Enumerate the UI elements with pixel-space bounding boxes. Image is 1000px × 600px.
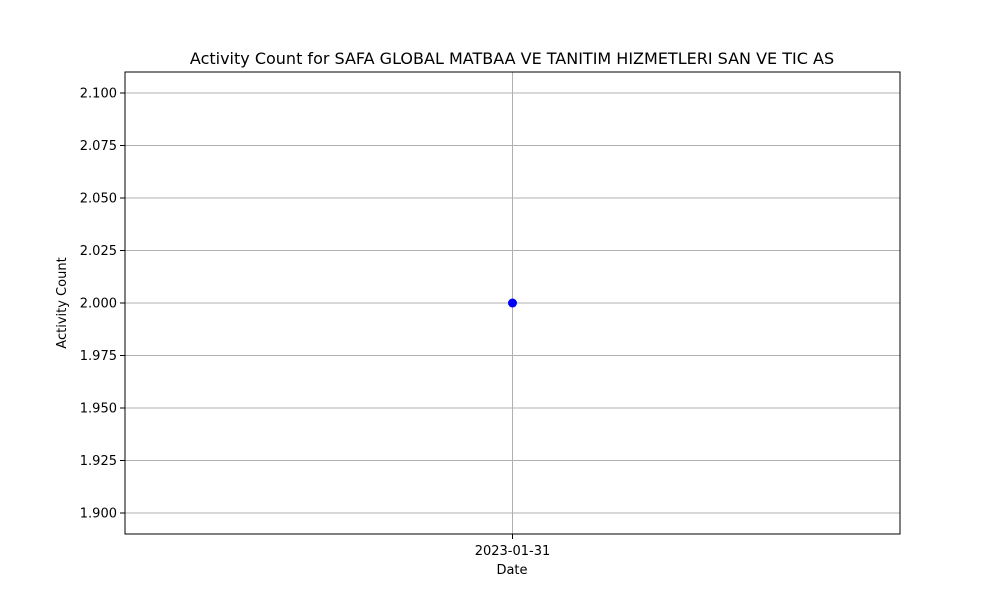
x-tick-label: 2023-01-31 bbox=[475, 544, 551, 559]
data-series bbox=[508, 298, 517, 308]
chart-title: Activity Count for SAFA GLOBAL MATBAA VE… bbox=[190, 49, 834, 68]
y-tick-label: 1.950 bbox=[80, 402, 117, 417]
y-tick-label: 2.075 bbox=[80, 139, 117, 154]
y-tick-label: 2.025 bbox=[80, 244, 117, 259]
x-axis-label: Date bbox=[496, 563, 527, 578]
y-tick-label: 1.925 bbox=[80, 454, 117, 469]
y-tick-label: 2.100 bbox=[80, 87, 117, 102]
data-point bbox=[508, 298, 517, 308]
x-axis-ticks: 2023-01-31 bbox=[475, 534, 551, 559]
y-tick-label: 2.000 bbox=[80, 297, 117, 312]
y-axis-ticks: 1.900 1.925 1.950 1.975 2.000 2.025 2.050 2.075… bbox=[80, 87, 125, 522]
y-tick-label: 1.975 bbox=[80, 349, 117, 364]
y-tick-label: 1.900 bbox=[80, 507, 117, 522]
y-tick-label: 2.050 bbox=[80, 192, 117, 207]
y-axis-label: Activity Count bbox=[55, 257, 70, 348]
